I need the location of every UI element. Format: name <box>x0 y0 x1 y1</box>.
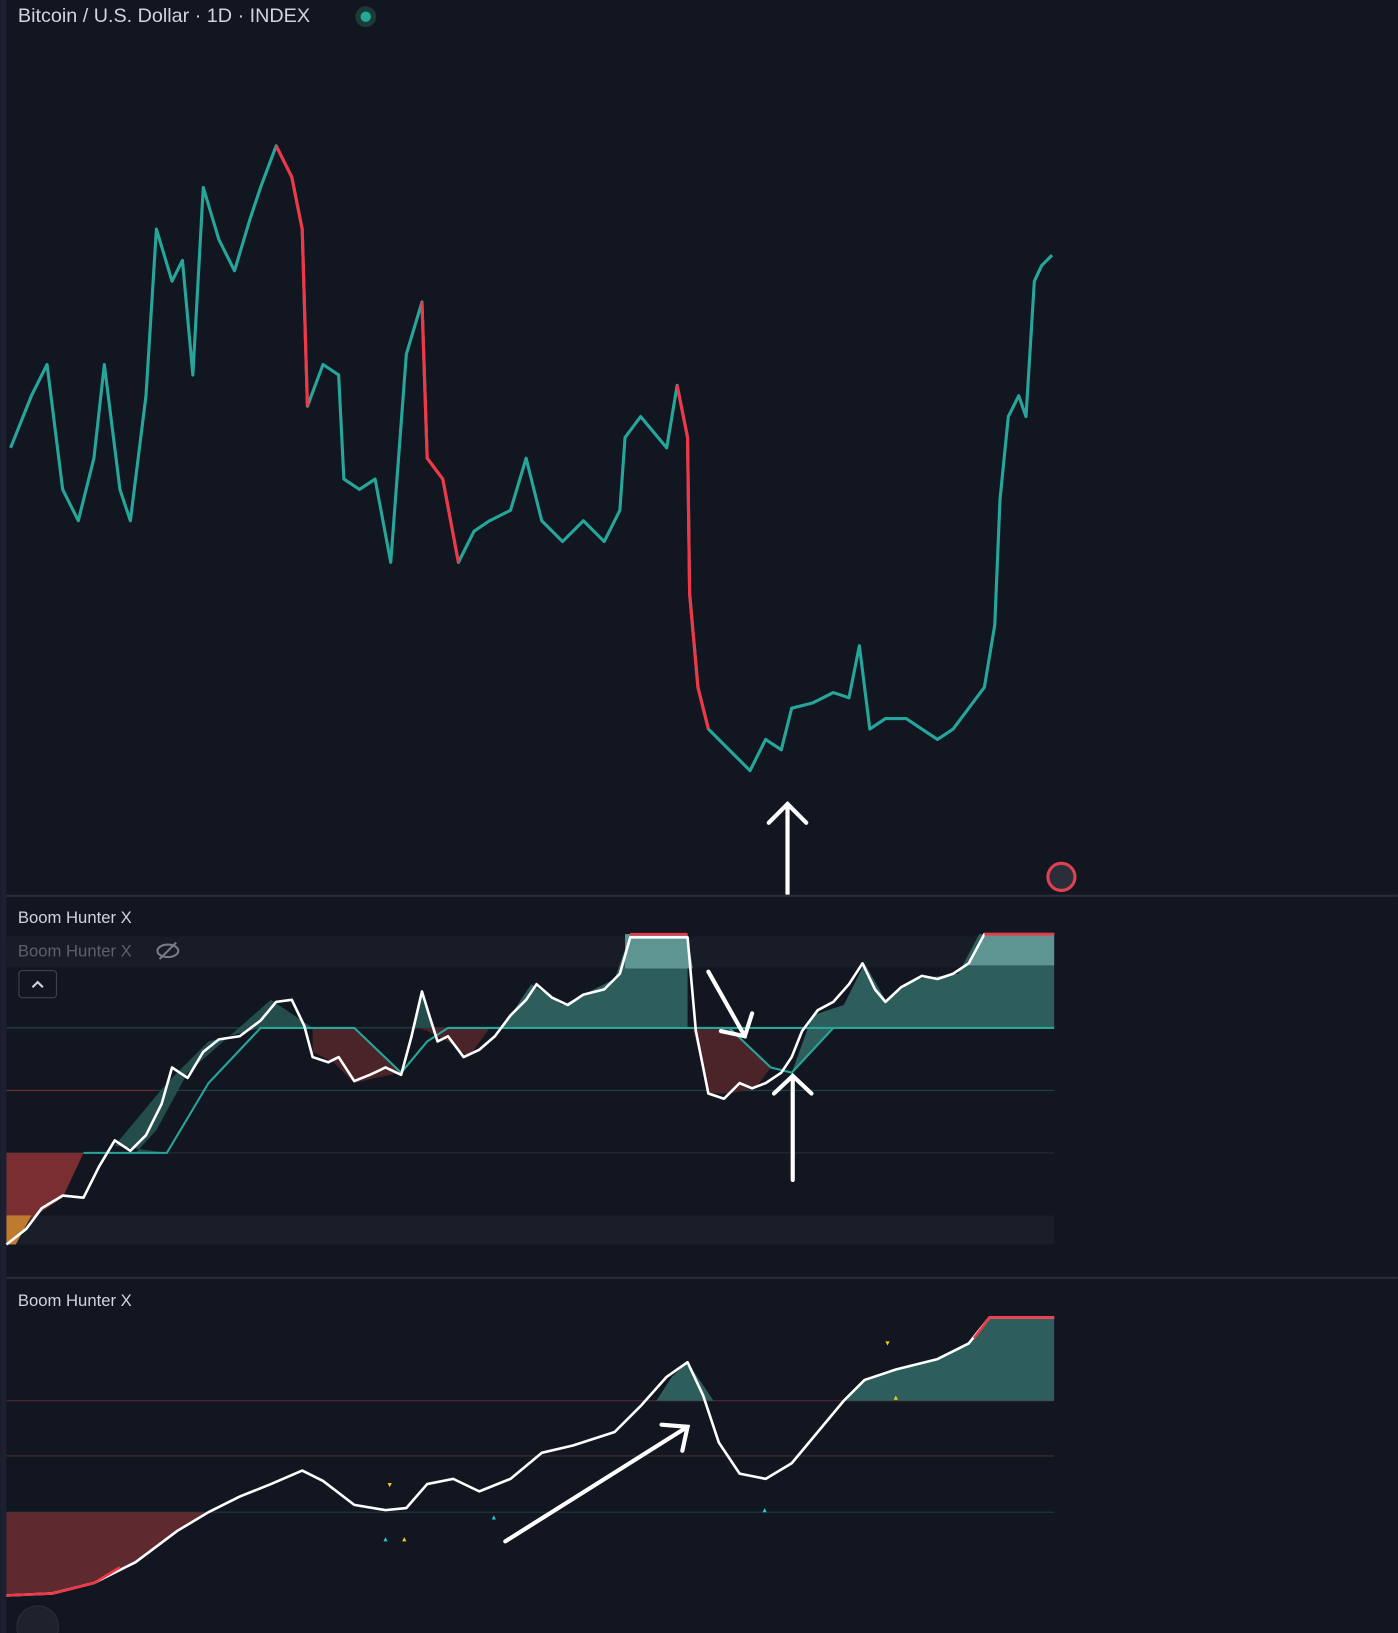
fill-red <box>6 1512 209 1596</box>
price-line <box>9 144 1054 773</box>
annotation-arrow <box>503 1422 691 1544</box>
event-icon[interactable] <box>1046 861 1077 893</box>
symbol-title[interactable]: Bitcoin / U.S. Dollar · 1D · INDEX <box>18 5 310 27</box>
oscillator-line <box>6 1316 1055 1597</box>
fill-teal <box>114 999 313 1153</box>
fill-teal-light <box>625 934 693 969</box>
level-band <box>6 1215 1055 1245</box>
status-dot <box>360 11 371 22</box>
collapse-icon <box>31 980 44 989</box>
legend-row <box>6 936 1055 968</box>
signal-line <box>728 1027 835 1074</box>
oscillator-line <box>5 932 1055 1246</box>
fill-teal <box>791 934 1055 1073</box>
signal-line <box>83 1026 1055 1154</box>
signal-markers <box>383 1341 898 1542</box>
price-down-segments <box>420 301 460 563</box>
price-series <box>9 144 1054 773</box>
pane-title[interactable]: Boom Hunter X <box>18 908 132 927</box>
hidden-icon[interactable] <box>156 941 180 960</box>
collapse-button[interactable] <box>18 970 57 999</box>
fill-teal <box>656 1362 714 1401</box>
annotation-arrow <box>766 801 809 896</box>
fill-orange <box>6 1215 32 1245</box>
pane-title[interactable]: Boom Hunter X <box>18 1291 132 1310</box>
fill-teal-light <box>968 934 1055 966</box>
oscillator-extreme <box>972 1316 1055 1340</box>
oscillator-extreme <box>6 1566 121 1597</box>
fill-red <box>692 1027 771 1094</box>
annotation-arrow <box>706 969 814 1183</box>
price-down-segments <box>675 385 710 730</box>
logo-badge[interactable] <box>16 1605 60 1633</box>
left-edge <box>0 0 7 1633</box>
fill-teal <box>843 1317 1055 1401</box>
price-down-segments <box>274 145 309 407</box>
pane-legend[interactable]: Boom Hunter X <box>18 941 132 960</box>
